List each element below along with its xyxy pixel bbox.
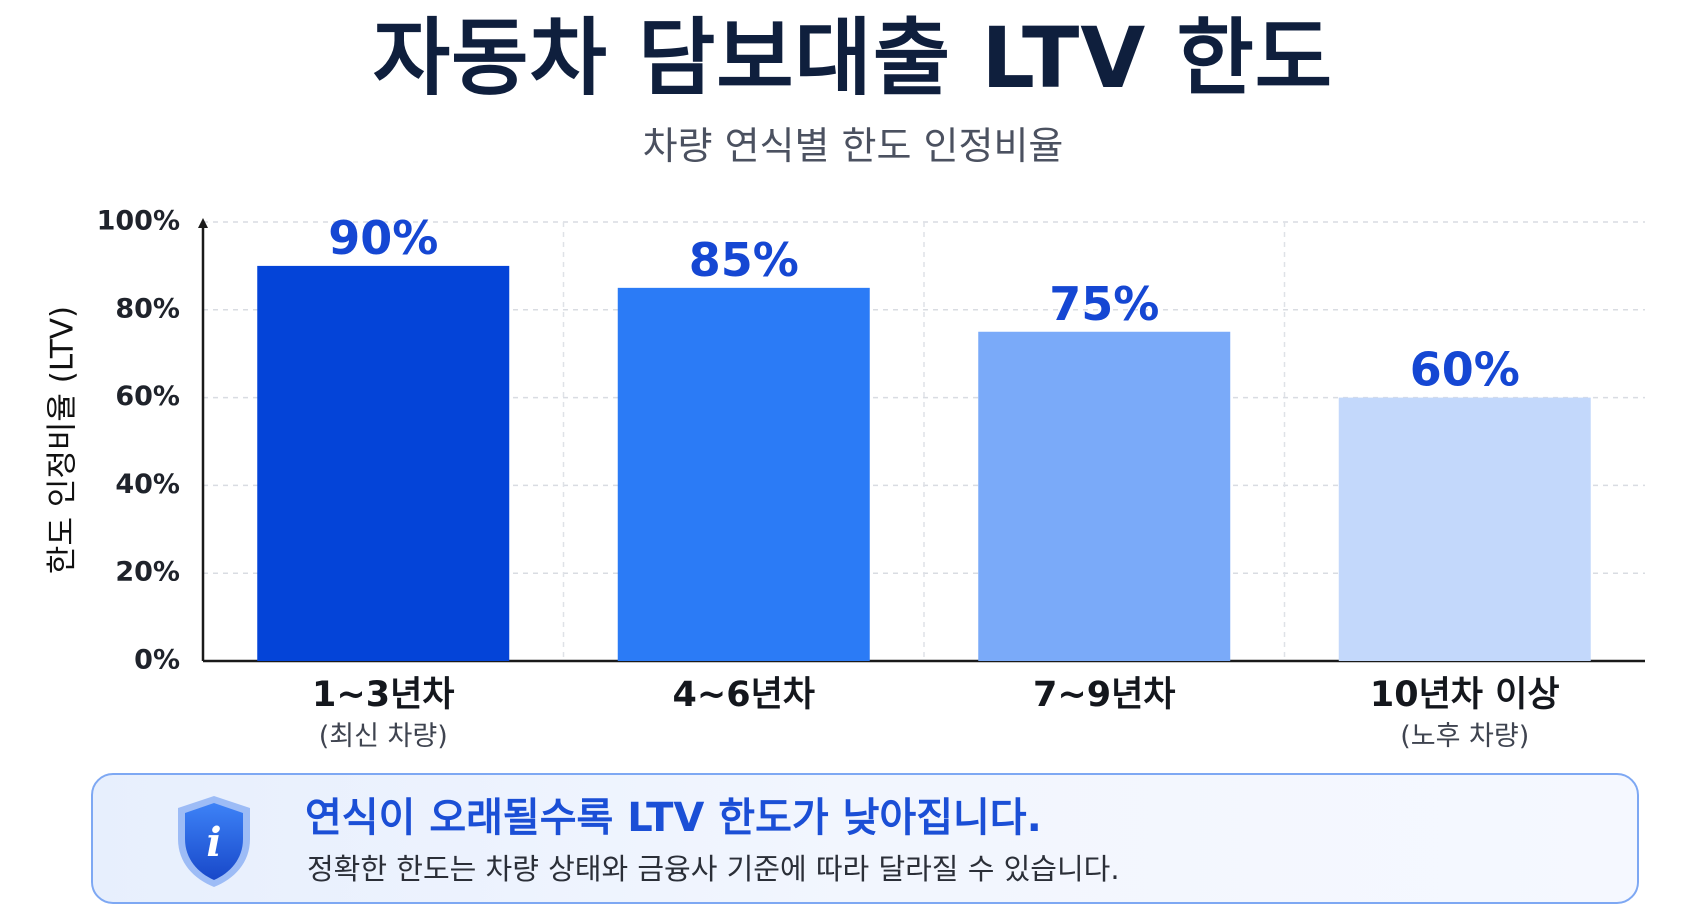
note-headline: 연식이 오래될수록 LTV 한도가 낮아집니다. xyxy=(305,795,1042,841)
shield-info-icon: i xyxy=(178,796,250,887)
info-note-box: i 연식이 오래될수록 LTV 한도가 낮아집니다. 정확한 한도는 차량 상태… xyxy=(91,773,1639,904)
bar xyxy=(257,265,510,661)
y-tick-labels: 0% 20% 40% 60% 80% 100% xyxy=(97,206,180,676)
bar xyxy=(617,287,870,661)
y-tick-label: 100% xyxy=(97,206,180,237)
y-tick-label: 20% xyxy=(115,557,180,588)
page-title: 자동차 담보대출 LTV 한도 xyxy=(372,9,1334,107)
y-tick-label: 80% xyxy=(115,293,180,324)
x-tick-sublabel: (최신 차량) xyxy=(319,721,448,752)
shield-info-letter: i xyxy=(206,819,221,866)
ltv-bar-chart: 0% 20% 40% 60% 80% 100% 90% 85% 75% 60% 1~3년차 (최신… xyxy=(45,206,1645,752)
x-tick-label: 7~9년차 xyxy=(1033,675,1175,715)
y-tick-label: 0% xyxy=(134,645,180,676)
data-label: 90% xyxy=(328,211,438,265)
note-detail: 정확한 한도는 차량 상태와 금융사 기준에 따라 달라질 수 있습니다. xyxy=(307,852,1120,886)
x-tick-label: 1~3년차 xyxy=(312,675,454,715)
bars xyxy=(257,265,1591,661)
bar xyxy=(1338,397,1591,661)
data-label: 75% xyxy=(1049,277,1159,331)
page-subtitle: 차량 연식별 한도 인정비율 xyxy=(642,124,1064,168)
x-tick-label: 10년차 이상 xyxy=(1370,675,1560,715)
x-tick-label: 4~6년차 xyxy=(673,675,815,715)
x-tick-sublabel: (노후 차량) xyxy=(1400,721,1529,752)
y-tick-label: 60% xyxy=(115,381,180,412)
x-tick-labels: 1~3년차 (최신 차량) 4~6년차 7~9년차 10년차 이상 (노후 차량) xyxy=(312,675,1560,752)
bar xyxy=(978,331,1231,661)
y-axis-title: 한도 인정비율 (LTV) xyxy=(45,306,81,574)
y-tick-label: 40% xyxy=(115,469,180,500)
y-axis-arrow xyxy=(198,218,208,228)
data-labels: 90% 85% 75% 60% xyxy=(328,211,1520,397)
data-label: 85% xyxy=(689,233,799,287)
data-label: 60% xyxy=(1410,343,1520,397)
